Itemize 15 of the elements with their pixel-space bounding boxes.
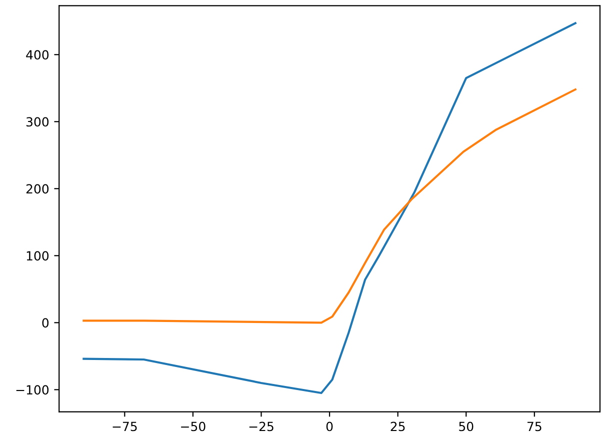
y-tick-label: 0 [42, 318, 49, 328]
line-series [82, 22, 576, 394]
line-series [82, 88, 576, 324]
x-tick-label: 0 [326, 422, 333, 432]
x-tick-label: 25 [390, 422, 405, 432]
x-tick-label: 50 [459, 422, 474, 432]
y-tick-label: 100 [26, 251, 49, 261]
x-tick-label: 75 [527, 422, 542, 432]
y-tick-label: 300 [26, 117, 49, 127]
y-tick-label: 200 [26, 184, 49, 194]
x-tick-label: −25 [249, 422, 274, 432]
y-tick-label: −100 [16, 385, 49, 395]
y-tick-label: 400 [26, 50, 49, 60]
x-tick-label: −75 [112, 422, 137, 432]
x-tick-label: −50 [181, 422, 206, 432]
